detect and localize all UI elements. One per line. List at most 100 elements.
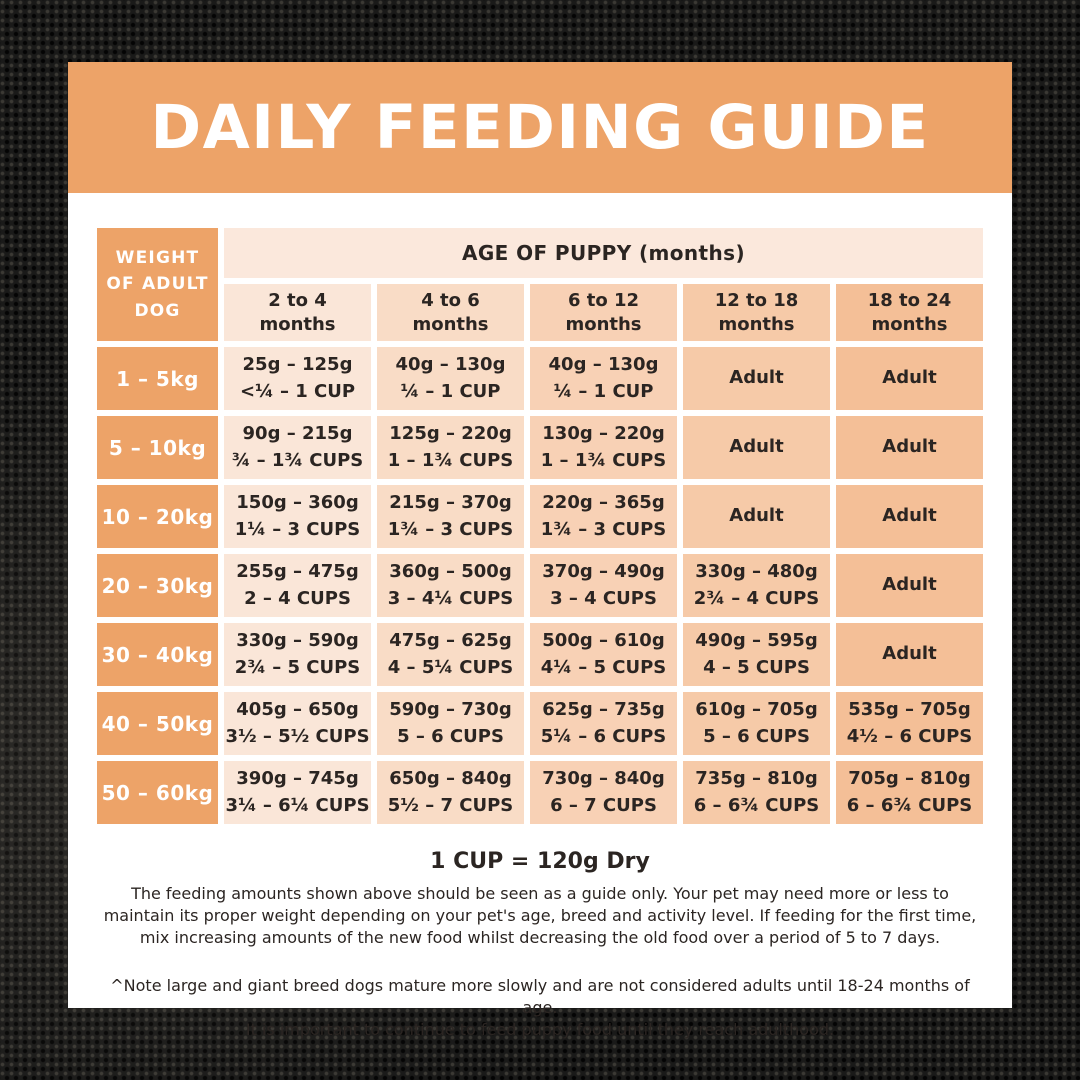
feeding-amount-cell: 705g – 810g 6 – 6¾ CUPS bbox=[836, 761, 983, 824]
adult-label: Adult bbox=[729, 436, 784, 458]
cups-range: ¾ – 1¾ CUPS bbox=[231, 449, 364, 471]
cups-range: 1 – 1¾ CUPS bbox=[540, 449, 667, 471]
cups-range: 5¼ – 6 CUPS bbox=[540, 725, 667, 747]
grams-range: 360g – 500g bbox=[389, 561, 512, 583]
footer: 1 CUP = 120g Dry The feeding amounts sho… bbox=[68, 849, 1012, 1041]
cups-range: <¼ – 1 CUP bbox=[239, 380, 356, 402]
cups-range: ¼ – 1 CUP bbox=[400, 380, 501, 402]
grams-range: 255g – 475g bbox=[236, 561, 359, 583]
feeding-amount-cell: 255g – 475g 2 – 4 CUPS bbox=[224, 554, 371, 617]
feeding-amount-cell: 475g – 625g 4 – 5¼ CUPS bbox=[377, 623, 524, 686]
adult-cell: Adult bbox=[683, 347, 830, 410]
adult-cell: Adult bbox=[836, 485, 983, 548]
feeding-amount-cell: 40g – 130g ¼ – 1 CUP bbox=[530, 347, 677, 410]
cups-range: 5 – 6 CUPS bbox=[397, 725, 504, 747]
cups-range: 3½ – 5½ CUPS bbox=[225, 725, 370, 747]
adult-cell: Adult bbox=[836, 623, 983, 686]
feeding-amount-cell: 150g – 360g 1¼ – 3 CUPS bbox=[224, 485, 371, 548]
grams-range: 490g – 595g bbox=[695, 630, 818, 652]
adult-cell: Adult bbox=[836, 416, 983, 479]
grams-range: 390g – 745g bbox=[236, 768, 359, 790]
cups-range: 1 – 1¾ CUPS bbox=[387, 449, 514, 471]
age-column-header: 4 to 6 months bbox=[377, 284, 524, 341]
grams-range: 25g – 125g bbox=[242, 354, 353, 376]
feeding-amount-cell: 360g – 500g 3 – 4¼ CUPS bbox=[377, 554, 524, 617]
feeding-amount-cell: 40g – 130g ¼ – 1 CUP bbox=[377, 347, 524, 410]
feeding-amount-cell: 215g – 370g 1¾ – 3 CUPS bbox=[377, 485, 524, 548]
feeding-amount-cell: 90g – 215g ¾ – 1¾ CUPS bbox=[224, 416, 371, 479]
feeding-amount-cell: 730g – 840g 6 – 7 CUPS bbox=[530, 761, 677, 824]
grams-range: 590g – 730g bbox=[389, 699, 512, 721]
cups-range: 5 – 6 CUPS bbox=[703, 725, 810, 747]
grams-range: 625g – 735g bbox=[542, 699, 665, 721]
cups-range: 4½ – 6 CUPS bbox=[846, 725, 973, 747]
weight-row-header: 30 – 40kg bbox=[97, 623, 218, 686]
grams-range: 705g – 810g bbox=[848, 768, 971, 790]
cups-range: 3 – 4 CUPS bbox=[550, 587, 657, 609]
cups-range: 6 – 6¾ CUPS bbox=[693, 794, 820, 816]
grams-range: 475g – 625g bbox=[389, 630, 512, 652]
grams-range: 370g – 490g bbox=[542, 561, 665, 583]
weight-row-header: 50 – 60kg bbox=[97, 761, 218, 824]
grams-range: 125g – 220g bbox=[389, 423, 512, 445]
weight-row-header: 1 – 5kg bbox=[97, 347, 218, 410]
adult-label: Adult bbox=[882, 505, 937, 527]
cups-range: 4 – 5 CUPS bbox=[703, 656, 810, 678]
feeding-amount-cell: 220g – 365g 1¾ – 3 CUPS bbox=[530, 485, 677, 548]
weight-row-header: 10 – 20kg bbox=[97, 485, 218, 548]
cups-range: 1¾ – 3 CUPS bbox=[387, 518, 514, 540]
adult-label: Adult bbox=[882, 643, 937, 665]
cups-range: 2 – 4 CUPS bbox=[244, 587, 351, 609]
age-column-header: 2 to 4 months bbox=[224, 284, 371, 341]
grams-range: 90g – 215g bbox=[242, 423, 353, 445]
grams-range: 40g – 130g bbox=[395, 354, 506, 376]
grams-range: 150g – 360g bbox=[236, 492, 359, 514]
grams-range: 730g – 840g bbox=[542, 768, 665, 790]
feeding-amount-cell: 25g – 125g <¼ – 1 CUP bbox=[224, 347, 371, 410]
feeding-amount-cell: 125g – 220g 1 – 1¾ CUPS bbox=[377, 416, 524, 479]
feeding-amount-cell: 735g – 810g 6 – 6¾ CUPS bbox=[683, 761, 830, 824]
grams-range: 500g – 610g bbox=[542, 630, 665, 652]
feeding-amount-cell: 535g – 705g 4½ – 6 CUPS bbox=[836, 692, 983, 755]
feeding-amount-cell: 330g – 480g 2¾ – 4 CUPS bbox=[683, 554, 830, 617]
title-banner: DAILY FEEDING GUIDE bbox=[68, 62, 1012, 193]
age-column-header: 12 to 18 months bbox=[683, 284, 830, 341]
adult-label: Adult bbox=[882, 574, 937, 596]
grams-range: 405g – 650g bbox=[236, 699, 359, 721]
grams-range: 650g – 840g bbox=[389, 768, 512, 790]
cups-range: 3¼ – 6¼ CUPS bbox=[225, 794, 370, 816]
feeding-amount-cell: 390g – 745g 3¼ – 6¼ CUPS bbox=[224, 761, 371, 824]
grams-range: 215g – 370g bbox=[389, 492, 512, 514]
grams-range: 330g – 590g bbox=[236, 630, 359, 652]
cups-range: 6 – 7 CUPS bbox=[550, 794, 657, 816]
grams-range: 735g – 810g bbox=[695, 768, 818, 790]
adult-label: Adult bbox=[729, 367, 784, 389]
age-column-header: 6 to 12 months bbox=[530, 284, 677, 341]
adult-label: Adult bbox=[882, 436, 937, 458]
weight-row-header: 40 – 50kg bbox=[97, 692, 218, 755]
cups-range: ¼ – 1 CUP bbox=[553, 380, 654, 402]
cup-equivalence-note: 1 CUP = 120g Dry bbox=[430, 849, 650, 874]
grams-range: 130g – 220g bbox=[542, 423, 665, 445]
adult-cell: Adult bbox=[683, 416, 830, 479]
feeding-amount-cell: 590g – 730g 5 – 6 CUPS bbox=[377, 692, 524, 755]
adult-label: Adult bbox=[882, 367, 937, 389]
cups-range: 4 – 5¼ CUPS bbox=[387, 656, 514, 678]
feeding-amount-cell: 405g – 650g 3½ – 5½ CUPS bbox=[224, 692, 371, 755]
feeding-amount-cell: 370g – 490g 3 – 4 CUPS bbox=[530, 554, 677, 617]
cups-range: 1¼ – 3 CUPS bbox=[234, 518, 361, 540]
cups-range: 5½ – 7 CUPS bbox=[387, 794, 514, 816]
weight-column-header: WEIGHT OF ADULT DOG bbox=[97, 228, 218, 341]
age-of-puppy-header: AGE OF PUPPY (months) bbox=[224, 228, 983, 278]
weight-row-header: 20 – 30kg bbox=[97, 554, 218, 617]
cups-range: 3 – 4¼ CUPS bbox=[387, 587, 514, 609]
cups-range: 1¾ – 3 CUPS bbox=[540, 518, 667, 540]
cups-range: 2¾ – 5 CUPS bbox=[234, 656, 361, 678]
adult-cell: Adult bbox=[683, 485, 830, 548]
cups-range: 2¾ – 4 CUPS bbox=[693, 587, 820, 609]
adult-label: Adult bbox=[729, 505, 784, 527]
grams-range: 610g – 705g bbox=[695, 699, 818, 721]
adult-cell: Adult bbox=[836, 347, 983, 410]
feeding-guidance-text: The feeding amounts shown above should b… bbox=[103, 884, 977, 948]
